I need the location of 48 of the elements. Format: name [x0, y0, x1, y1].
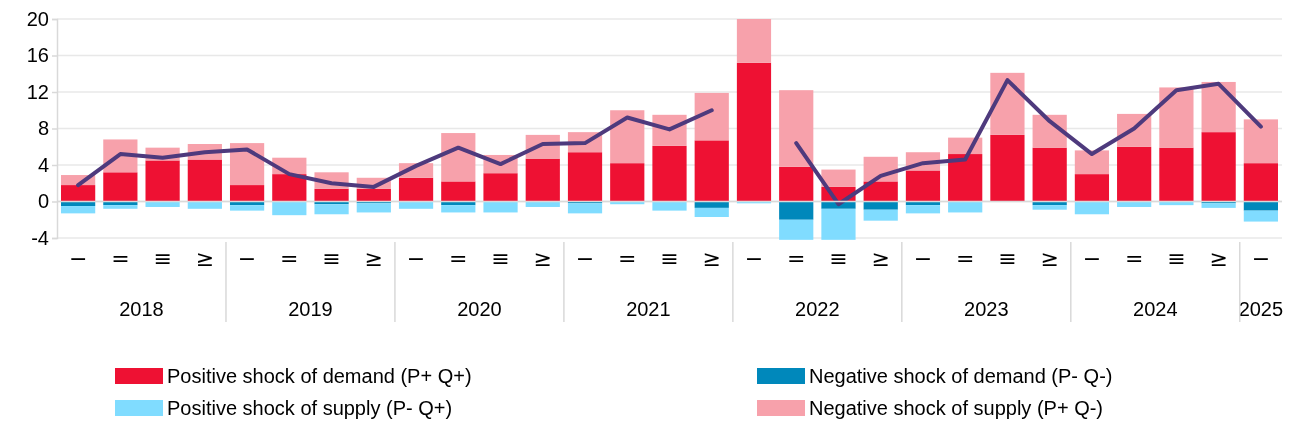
legend-label: Negative shock of supply (P+ Q-): [809, 397, 1104, 419]
x-tick-label: ≥: [364, 245, 384, 271]
x-tick-label: ≡: [1167, 245, 1186, 271]
x-tick-label: −: [68, 245, 88, 271]
x-tick-label: −: [575, 245, 595, 271]
y-tick-label: 8: [37, 117, 49, 140]
x-tick-label: ≡: [829, 245, 848, 271]
text: 2020: [457, 298, 502, 320]
x-tick-label: =: [1124, 245, 1144, 271]
x-tick-label: −: [1251, 245, 1271, 271]
x-tick-label: ≡: [998, 245, 1017, 271]
x-tick-label: −: [744, 245, 764, 271]
x-tick-label: −: [237, 245, 257, 271]
x-tick-label: =: [111, 245, 130, 271]
x-tick-label: =: [449, 245, 468, 271]
text: 2024: [1133, 298, 1178, 320]
x-tick-label: ≡: [491, 245, 510, 271]
x-tick-label: ≡: [322, 245, 341, 271]
x-tick-label: −: [406, 245, 426, 271]
legend-label: Negative shock of demand (P- Q-): [809, 365, 1113, 387]
x-tick-label: ≡: [660, 245, 679, 271]
x-tick-label: −: [913, 245, 933, 271]
text: 2025: [1238, 298, 1284, 320]
x-tick-label: =: [955, 245, 975, 271]
text: 2019: [288, 298, 333, 320]
x-tick-label: ≥: [1209, 245, 1228, 271]
y-tick-label: -4: [31, 226, 49, 249]
y-tick-label: 16: [26, 44, 49, 67]
x-tick-label: ≥: [533, 245, 552, 271]
text: 2021: [626, 298, 671, 320]
x-tick-label: =: [280, 245, 299, 271]
y-tick-label: 20: [26, 7, 49, 30]
text: 2018: [119, 298, 164, 320]
x-tick-label: ≥: [871, 245, 890, 271]
x-tick-label: =: [787, 245, 806, 271]
legend-label: Positive shock of supply (P- Q+): [167, 397, 453, 419]
y-tick-label: 0: [37, 190, 49, 213]
text: 2022: [795, 298, 840, 320]
legend-label: Positive shock of demand (P+ Q+): [167, 365, 472, 387]
y-tick-label: 12: [26, 80, 49, 103]
text: 2023: [964, 298, 1009, 320]
x-tick-label: =: [618, 245, 637, 271]
x-tick-label: −: [1082, 245, 1102, 271]
x-tick-label: ≥: [702, 245, 721, 271]
y-tick-label: 4: [37, 153, 49, 176]
x-tick-label: ≥: [1040, 245, 1059, 271]
x-tick-label: ≥: [195, 245, 215, 271]
x-tick-label: ≡: [153, 245, 172, 271]
